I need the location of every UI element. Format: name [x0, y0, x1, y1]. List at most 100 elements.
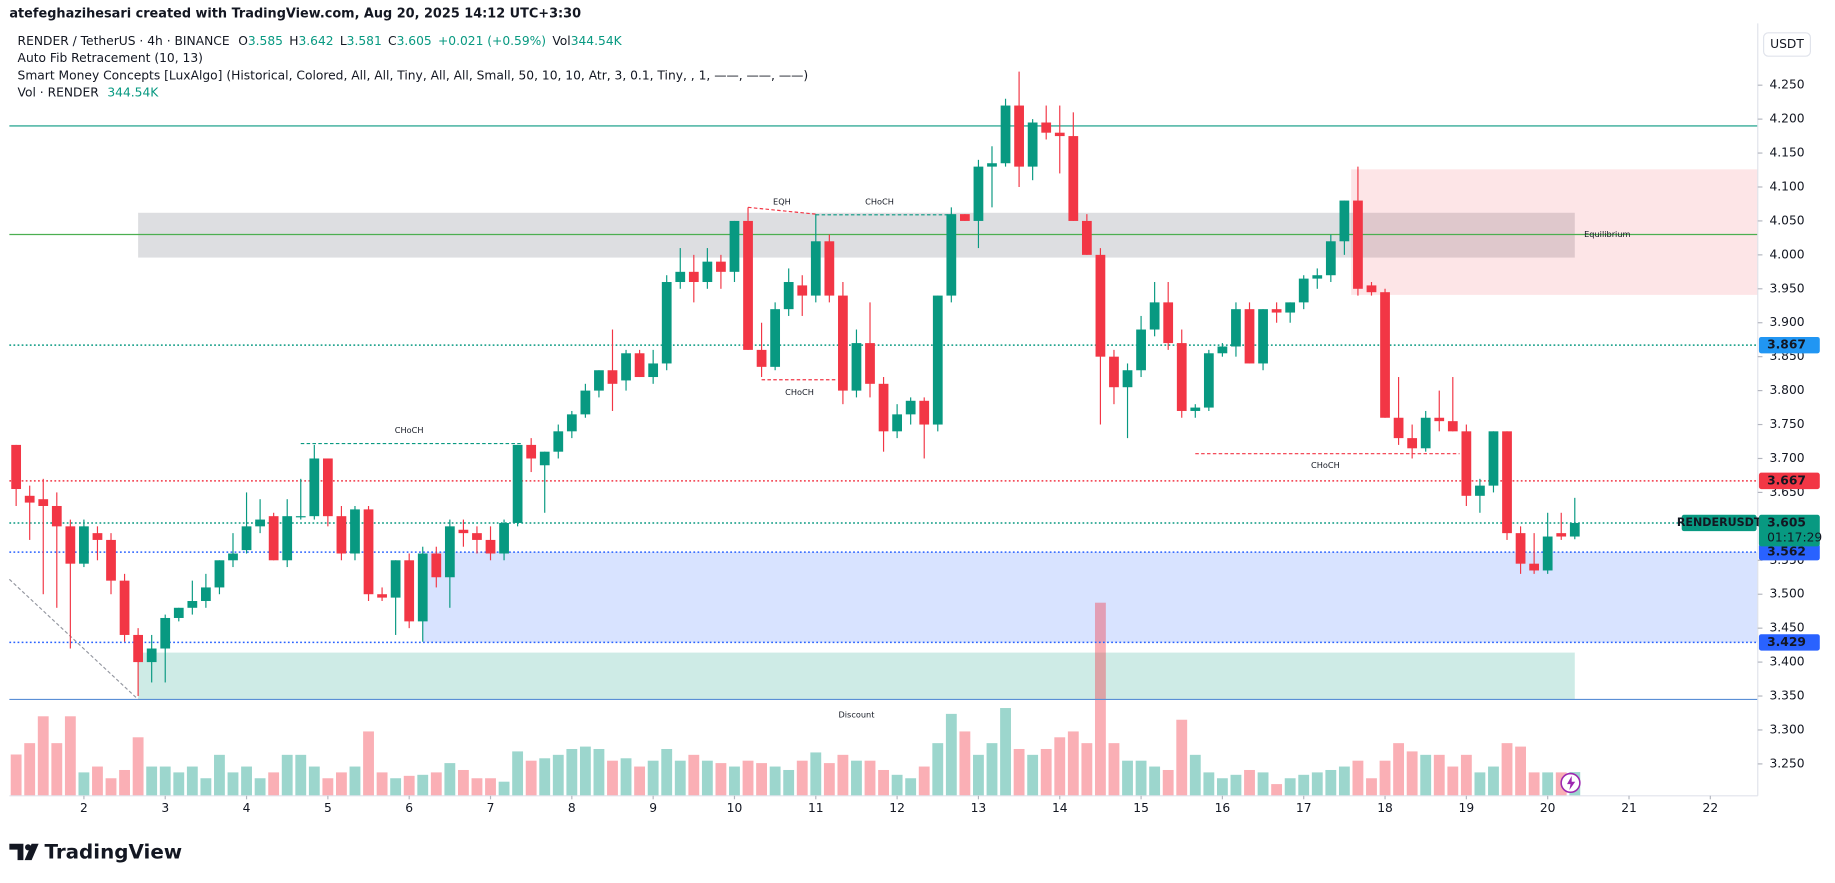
- candle-body: [566, 414, 577, 432]
- candle-body: [1203, 353, 1214, 408]
- volume-bar: [295, 754, 307, 796]
- candle-body: [1122, 370, 1133, 388]
- candle-body: [1041, 122, 1052, 133]
- annotations: CHoCH EQH CHoCH CHoCH CHoCH Equilibrium Discou…: [395, 196, 1631, 719]
- candle-body: [1095, 254, 1106, 357]
- volume-bar: [1447, 766, 1459, 796]
- volume-bar: [769, 766, 781, 796]
- candle-body: [146, 648, 157, 663]
- structure-line: [8, 578, 139, 700]
- y-tick-label: 3.450: [1769, 621, 1804, 635]
- candle-body: [919, 400, 930, 425]
- volume-bar: [1433, 754, 1445, 796]
- candle-body: [11, 444, 22, 490]
- volume-bar: [715, 763, 727, 796]
- volume-bar: [159, 766, 171, 796]
- candle-body: [1244, 309, 1255, 364]
- volume-bar: [891, 774, 903, 796]
- volume-bar: [308, 766, 320, 796]
- currency[interactable]: USDT: [1770, 37, 1804, 51]
- volume-bar: [1027, 754, 1039, 796]
- x-tick-label: 3: [161, 801, 169, 815]
- candle-body: [472, 533, 482, 540]
- x-tick-label: 10: [727, 801, 743, 815]
- volume-bar: [1460, 754, 1472, 796]
- candle-body: [987, 163, 997, 167]
- volume-bar: [376, 772, 388, 796]
- x-tick-label: 18: [1377, 801, 1393, 815]
- x-tick-label: 22: [1703, 801, 1719, 815]
- candle-body: [65, 526, 76, 564]
- candle-body: [1475, 485, 1485, 496]
- y-tick-label: 3.800: [1769, 383, 1804, 397]
- volume-bar: [92, 766, 103, 796]
- y-tick-label: 3.950: [1769, 281, 1804, 295]
- volume-bar: [634, 766, 646, 796]
- candle-body: [973, 166, 984, 221]
- volume-bar: [1393, 743, 1405, 796]
- volume-bar: [674, 760, 686, 796]
- volume-bar: [1216, 778, 1228, 796]
- x-tick-label: 7: [487, 801, 495, 815]
- y-tick-label: 4.200: [1769, 112, 1804, 126]
- candle-body: [214, 560, 225, 588]
- change: +0.021 (+0.59%): [438, 33, 546, 47]
- currency-button[interactable]: [1763, 32, 1812, 57]
- x-tick-label: 6: [405, 801, 413, 815]
- volume-bar: [1501, 743, 1513, 796]
- volume-bar: [254, 778, 266, 796]
- candle-body: [1054, 132, 1065, 137]
- volume-value: 344.54K: [107, 85, 159, 99]
- volume-bar: [742, 760, 754, 796]
- volume-bar: [851, 760, 862, 796]
- x-tick-label: 4: [243, 801, 251, 815]
- volume-bar: [444, 763, 456, 796]
- h-value: 3.642: [298, 33, 333, 47]
- candle-body: [1569, 522, 1580, 537]
- volume-bar: [647, 760, 659, 796]
- logo-mark: [9, 843, 24, 861]
- volume-bar: [864, 760, 876, 796]
- volume-bar: [945, 713, 957, 796]
- zones: [138, 169, 1758, 700]
- x-tick-label: 11: [808, 801, 824, 815]
- volume-bar: [1542, 772, 1554, 796]
- candle-body: [1163, 302, 1174, 344]
- zone: [422, 552, 1758, 643]
- volume-bar: [78, 772, 90, 796]
- volume-bar: [349, 766, 361, 796]
- volume-bar: [1488, 766, 1499, 796]
- volume-legend: Vol · RENDER 344.54K: [18, 85, 160, 99]
- candle-body: [838, 295, 848, 391]
- volume-bar: [1067, 731, 1079, 796]
- volume-bar: [918, 766, 930, 796]
- volume-bar: [620, 758, 632, 796]
- volume-bar: [24, 743, 36, 796]
- candle-body: [756, 349, 767, 367]
- volume-bar: [417, 774, 429, 796]
- candle-body: [865, 343, 875, 384]
- price-tag-label: 3.429: [1767, 635, 1806, 649]
- candle-body: [268, 516, 279, 561]
- candle-body: [851, 343, 862, 391]
- candle-body: [1217, 346, 1228, 354]
- candle-body: [1353, 200, 1363, 289]
- volume-bar: [173, 772, 185, 796]
- indicator[interactable]: Auto Fib Retracement (10, 13): [18, 51, 203, 65]
- y-tick-label: 3.400: [1769, 655, 1804, 669]
- logo-mark: [24, 843, 39, 861]
- candle-body: [1109, 356, 1119, 388]
- candle-body: [106, 539, 116, 581]
- candle-body: [526, 444, 537, 459]
- c-label: C: [388, 33, 397, 47]
- candle-body: [580, 390, 591, 415]
- candle-body: [309, 458, 320, 517]
- volume-bar: [1474, 772, 1486, 796]
- price-tag: [1758, 336, 1820, 354]
- indicator[interactable]: Smart Money Concepts [LuxAlgo] (Historic…: [18, 69, 809, 83]
- y-tick-label: 3.250: [1769, 756, 1804, 770]
- volume-bar: [105, 778, 117, 796]
- candle-body: [1502, 431, 1512, 534]
- candle-body: [1298, 278, 1309, 303]
- volume-bar: [241, 766, 252, 796]
